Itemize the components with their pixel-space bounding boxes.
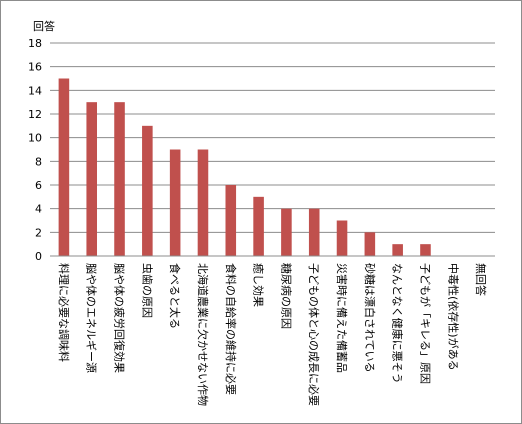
bar bbox=[225, 185, 237, 256]
bar bbox=[420, 244, 431, 256]
x-tick-label: 北海道農業に欠かせない作物 bbox=[196, 263, 210, 406]
x-tick-label: 料理に必要な調味料 bbox=[57, 263, 71, 362]
x-tick-label: 脳や体のエネルギー源 bbox=[85, 263, 99, 373]
x-tick-label: 食料の自給率の維持に必要 bbox=[224, 263, 238, 395]
y-tick-label: 14 bbox=[28, 84, 42, 97]
bar bbox=[169, 149, 181, 256]
y-tick-label: 16 bbox=[28, 61, 42, 74]
x-tick-label: 中毒性(依存性)がある bbox=[446, 263, 460, 371]
y-axis-label: 回答 bbox=[33, 19, 55, 33]
y-tick-labels: 0 2 4 6 8 10 12 14 16 18 bbox=[28, 37, 42, 263]
x-tick-label: 子どもの体と心の成長に必要 bbox=[307, 263, 321, 406]
x-tick-label: なんとなく健康に悪そう bbox=[391, 263, 405, 384]
y-tick-label: 0 bbox=[35, 250, 42, 263]
bars bbox=[58, 78, 431, 257]
y-tick-label: 18 bbox=[28, 37, 42, 50]
bar bbox=[364, 232, 376, 256]
x-tick-labels: 料理に必要な調味料 脳や体のエネルギー源 脳や体の疲労回復効果 虫歯の原因 食べると太る… bbox=[57, 263, 488, 406]
bar bbox=[86, 102, 98, 257]
bar bbox=[281, 208, 292, 256]
y-tick-label: 6 bbox=[35, 179, 42, 192]
y-tick-label: 10 bbox=[28, 132, 42, 145]
x-tick-label: 虫歯の原因 bbox=[140, 263, 153, 318]
x-tick-label: 無回答 bbox=[474, 263, 488, 296]
bar bbox=[253, 196, 264, 256]
bar bbox=[58, 78, 70, 256]
bar bbox=[142, 125, 153, 256]
bar bbox=[114, 102, 125, 257]
x-tick-label: 子どもが「キレる」原因 bbox=[418, 263, 432, 384]
y-tick-label: 8 bbox=[35, 155, 42, 168]
x-tick-label: 脳や体の疲労回復効果 bbox=[113, 263, 127, 373]
bar bbox=[392, 244, 403, 256]
x-tick-label: 災害時に備えた備蓄品 bbox=[335, 263, 349, 373]
y-tick-label: 12 bbox=[28, 108, 42, 121]
x-tick-label: 癒し効果 bbox=[252, 263, 266, 307]
y-tick-label: 2 bbox=[35, 226, 42, 239]
bar bbox=[336, 220, 348, 256]
x-tick-label: 糖尿病の原因 bbox=[279, 263, 293, 329]
y-tick-label: 4 bbox=[35, 203, 42, 216]
bar bbox=[197, 149, 209, 256]
x-tick-label: 砂糖は漂白されている bbox=[363, 263, 377, 373]
x-tick-label: 食べると太る bbox=[168, 263, 182, 329]
bar bbox=[308, 208, 320, 256]
